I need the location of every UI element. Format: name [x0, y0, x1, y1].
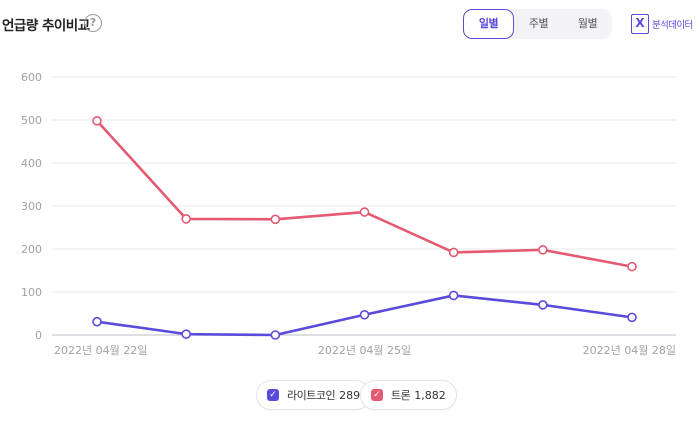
legend-label: 라이트코인 — [287, 389, 336, 402]
y-tick-label: 400 — [21, 157, 42, 170]
data-point — [92, 316, 102, 327]
chart-legend: ✓ 라이트코인 289 ✓ 트론 1,882 — [0, 380, 700, 410]
export-data-button[interactable]: X 분석데이터 — [631, 14, 693, 34]
checkbox-checked-icon: ✓ — [267, 389, 279, 401]
chart-header: 언급량 추이비교 ? 일별 주별 월별 X 분석데이터 — [0, 0, 700, 48]
x-tick-label: 2022년 04월 28일 — [583, 343, 676, 357]
data-point — [359, 207, 370, 217]
legend-label: 트론 — [391, 389, 411, 402]
export-data-label: 분석데이터 — [652, 20, 693, 31]
data-point — [627, 261, 637, 272]
period-selector: 일별 주별 월별 — [463, 9, 612, 39]
data-point — [270, 330, 281, 340]
y-tick-label: 100 — [21, 286, 42, 299]
line-chart: 0 100 200 300 400 500 600 2022년 04월 22일 2022년 04… — [21, 71, 676, 357]
data-point — [448, 290, 459, 301]
excel-icon: X — [631, 14, 649, 34]
x-tick-label: 2022년 04월 25일 — [318, 343, 411, 357]
y-tick-label: 0 — [35, 329, 42, 342]
legend-count: 1,882 — [414, 388, 446, 402]
period-weekly-button[interactable]: 주별 — [528, 17, 549, 30]
y-tick-label: 500 — [21, 114, 42, 127]
data-point — [448, 247, 459, 258]
help-icon[interactable]: ? — [84, 14, 102, 32]
legend-item-tron[interactable]: ✓ 트론 1,882 — [360, 380, 457, 410]
legend-item-litecoin[interactable]: ✓ 라이트코인 289 — [256, 380, 372, 410]
data-point — [359, 309, 370, 320]
period-monthly-button[interactable]: 월별 — [577, 17, 598, 30]
y-tick-label: 300 — [21, 200, 42, 213]
data-point — [627, 312, 637, 323]
legend-count: 289 — [339, 388, 361, 402]
checkbox-checked-icon: ✓ — [371, 389, 383, 401]
x-tick-label: 2022년 04월 22일 — [54, 343, 147, 357]
series-line — [95, 119, 634, 268]
data-point — [181, 214, 191, 224]
data-point — [92, 116, 102, 126]
data-point — [181, 329, 191, 339]
y-tick-label: 600 — [21, 71, 42, 84]
period-daily-button[interactable]: 일별 — [463, 9, 514, 39]
chart-title: 언급량 추이비교 — [2, 18, 90, 34]
data-point — [270, 214, 281, 225]
data-point — [538, 245, 548, 255]
data-point — [538, 300, 548, 310]
y-tick-label: 200 — [21, 243, 42, 256]
